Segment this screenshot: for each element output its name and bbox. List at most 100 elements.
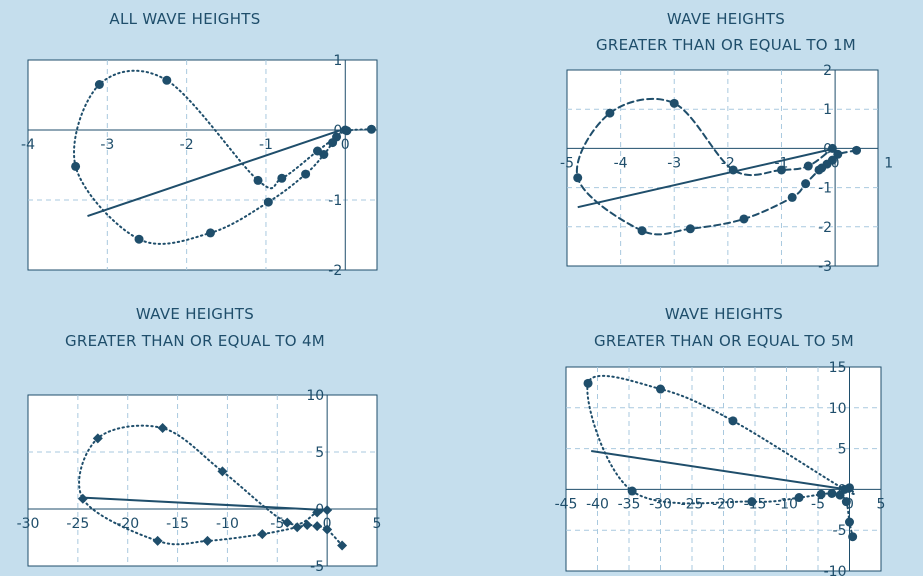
x-tick-label: -25 [66,516,89,532]
trend-line [591,450,847,491]
data-point [162,75,172,85]
chart-title: WAVE HEIGHTS [667,10,785,28]
series-line [78,424,344,547]
data-point [202,535,213,546]
y-tick-label: -2 [328,263,342,279]
x-tick-label: -5 [560,155,574,171]
chart-title: ALL WAVE HEIGHTS [109,10,260,28]
x-tick-label: -20 [116,516,139,532]
data-point [302,519,313,530]
y-tick-label: 1 [333,53,342,69]
data-point [845,483,854,493]
data-point [787,192,797,202]
x-tick-label: 5 [877,496,886,512]
y-tick-label: -3 [818,259,832,275]
data-point [134,234,144,244]
y-tick-label: 10 [829,401,847,417]
x-tick-label: -10 [216,516,239,532]
data-point [337,540,348,551]
data-point [814,165,824,175]
y-tick-label: 10 [306,388,324,404]
data-point [277,173,287,183]
data-point [776,165,786,175]
data-point [637,226,647,236]
x-tick-label: -15 [166,516,189,532]
x-tick-label: -30 [17,516,40,532]
plot-area [27,59,378,271]
data-point [94,80,104,89]
y-tick-label: -5 [833,523,847,539]
data-point [845,517,854,527]
x-tick-label: -5 [270,516,284,532]
trend-line [87,127,346,218]
data-point [77,493,88,504]
data-point [313,146,323,156]
trend-line [82,496,328,512]
chart-title: WAVE HEIGHTS [136,305,254,323]
x-tick-label: -35 [618,496,641,512]
x-tick-label: -3 [667,155,681,171]
data-point [669,98,679,108]
x-tick-label: 5 [373,516,382,532]
data-point [747,497,757,507]
y-tick-label: 2 [823,63,832,79]
x-tick-label: 0 [323,516,332,532]
data-point [852,145,862,155]
trend-line [577,147,836,209]
data-point [605,108,615,118]
x-tick-label: -20 [712,496,735,512]
series-line [73,69,373,245]
data-point [152,535,163,546]
x-tick-label: -25 [681,496,704,512]
data-point [282,517,293,528]
data-point [841,497,851,507]
data-point [794,493,804,503]
data-point [312,521,323,532]
chart-panel-2: WAVE HEIGHTS GREATER THAN OR EQUAL TO 1M -… [560,10,893,275]
data-point [816,489,826,499]
x-tick-label: -1 [259,137,273,153]
data-point [205,228,215,238]
chart-title: GREATER THAN OR EQUAL TO 4M [65,332,325,350]
y-tick-label: 5 [838,442,847,458]
x-tick-label: -45 [555,496,578,512]
data-point [801,179,811,189]
y-tick-label: 1 [823,102,832,118]
y-tick-label: -2 [818,220,832,236]
x-tick-label: 0 [341,137,350,153]
data-point [92,433,103,444]
x-tick-label: -40 [586,496,609,512]
data-point [848,532,858,542]
y-tick-label: -10 [824,564,847,576]
data-point [292,522,303,533]
data-point [573,173,583,183]
plot-area [27,394,378,567]
data-point [328,138,338,148]
data-point [71,161,81,171]
x-tick-label: 1 [884,155,893,171]
data-point [827,488,837,498]
data-point [656,384,665,394]
y-tick-label: 5 [315,445,324,461]
data-point [627,486,637,496]
y-tick-label: -1 [328,193,342,209]
y-tick-label: -1 [818,181,832,197]
y-tick-label: 15 [829,360,847,376]
data-point [366,124,376,134]
data-point [157,423,168,434]
chart-panel-3: WAVE HEIGHTS GREATER THAN OR EQUAL TO 4M -… [17,305,382,575]
x-tick-label: -4 [21,137,35,153]
data-point [257,529,268,540]
data-point [728,416,738,426]
data-point [739,214,749,224]
chart-panel-4: WAVE HEIGHTS GREATER THAN OR EQUAL TO 5M -… [555,305,886,576]
x-tick-label: -30 [649,496,672,512]
x-tick-label: -3 [100,137,114,153]
x-tick-label: -2 [180,137,194,153]
data-point [301,169,311,179]
data-point [685,224,695,234]
data-point [263,197,273,207]
chart-panel-1: ALL WAVE HEIGHTS-4-3-2-10-2-101 [21,10,378,279]
data-point [322,524,333,535]
